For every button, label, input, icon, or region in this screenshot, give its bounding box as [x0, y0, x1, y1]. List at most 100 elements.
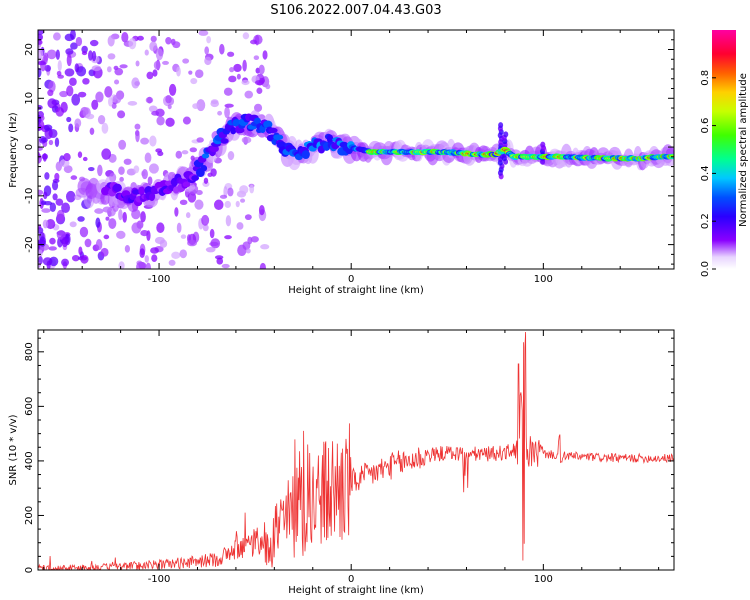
spectrogram-speckle	[219, 43, 225, 55]
spectrogram-ridge	[263, 120, 273, 129]
spectrogram-speckle	[42, 219, 49, 229]
spectrogram-speckle	[194, 199, 204, 210]
spectrogram-speckle	[38, 104, 43, 111]
spectrogram-speckle	[42, 257, 53, 266]
spectrogram-speckle	[174, 207, 179, 217]
spectrogram-speckle	[103, 234, 110, 240]
spectrogram-speckle	[44, 64, 52, 72]
snr-series-line	[38, 331, 674, 570]
spectrogram-ridge	[268, 127, 278, 134]
colorbar-tick-label: 0.8	[700, 70, 711, 86]
spectrogram-speckle	[159, 239, 168, 248]
spectrogram-speckle	[78, 246, 83, 256]
spectrogram-speckle	[157, 151, 164, 157]
spectrogram-speckle	[135, 130, 140, 143]
spectrogram-speckle	[82, 77, 90, 85]
spectrogram-speckle	[128, 38, 137, 50]
spectrogram-speckle	[201, 214, 210, 226]
spectrogram-speckle	[82, 156, 88, 162]
spectrogram-speckle	[151, 254, 158, 262]
spectrogram-speckle	[250, 236, 259, 243]
spectrogram-ridge	[230, 126, 237, 135]
spectrogram-speckle	[108, 96, 113, 107]
spectrogram-speckle	[112, 94, 122, 104]
spectrogram-speckle	[64, 68, 75, 77]
spectrogram-speckle	[140, 229, 149, 237]
spectrogram-speckle	[121, 31, 129, 43]
spectrogram-speckle	[145, 262, 152, 269]
snr-x-tick-label: 100	[534, 574, 553, 585]
spectrogram-speckle	[214, 255, 224, 260]
spectrogram-speckle	[107, 53, 116, 60]
snr-x-tick-label: -100	[148, 574, 171, 585]
spectrogram-speckle	[203, 177, 209, 184]
spectrogram-speckle	[250, 39, 258, 45]
spectrogram-speckle	[262, 50, 268, 60]
spectrogram-y-label: Frequency (Hz)	[8, 112, 19, 188]
snr-frame	[37, 329, 675, 571]
spectrogram-speckle	[61, 236, 68, 248]
spectrogram-speckle	[150, 35, 157, 43]
spectrogram-speckle	[233, 63, 242, 73]
spectrogram-speckle	[101, 148, 112, 160]
spectrogram-speckle	[118, 209, 123, 221]
spectrogram-speckle	[141, 169, 148, 180]
spectrogram-speckle	[88, 50, 93, 61]
spectrogram-speckle	[210, 100, 219, 108]
spectrogram-speckle	[46, 49, 57, 60]
spectrogram-ridge	[112, 183, 122, 192]
spectrogram-speckle	[39, 236, 47, 247]
spectrogram-speckle	[229, 67, 235, 73]
spectrogram-speckle	[150, 247, 159, 254]
spectrogram-speckle	[144, 49, 149, 56]
spectrogram-speckle	[260, 244, 270, 250]
spectrogram-speckle	[43, 201, 53, 206]
spectrogram-speckle	[225, 215, 232, 227]
spectrogram-speckle	[108, 218, 117, 229]
spectrogram-speckle	[38, 249, 43, 257]
spectrogram-speckle	[187, 239, 197, 247]
spectrogram-speckle	[38, 261, 41, 269]
spectrogram-y-tick-label: 0	[24, 144, 35, 150]
spectrogram-speckle	[152, 69, 158, 77]
spectrogram-speckle	[187, 192, 197, 203]
spectrogram-speckle	[71, 93, 81, 106]
spectrogram-speckle	[43, 124, 53, 131]
spectrogram-speckle	[104, 86, 113, 98]
spectrogram-speckle	[210, 238, 221, 249]
spectrogram-speckle	[204, 46, 210, 55]
spectrogram-speckle	[65, 190, 76, 203]
spectrogram-ridge	[209, 145, 219, 153]
spectrogram-speckle	[256, 87, 263, 94]
spectrogram-speckle	[43, 191, 48, 200]
spectrogram-speckle	[207, 172, 213, 177]
spectrogram-y-tick-label: 10	[24, 92, 35, 105]
spectrogram-speckle	[227, 187, 234, 197]
spectrogram-speckle	[80, 254, 89, 264]
spectrogram-speckle	[100, 247, 109, 257]
spectrogram-speckle	[38, 33, 44, 41]
spectrogram-speckle	[188, 70, 193, 75]
spectrogram-speckle	[124, 245, 130, 253]
spectrogram-speckle	[127, 101, 138, 106]
spectrogram-speckle	[235, 200, 240, 208]
spectrogram-speckle	[175, 150, 183, 159]
spectrogram-speckle	[107, 35, 115, 47]
spectrogram-speckle	[84, 238, 92, 248]
spectrogram-speckle	[118, 166, 125, 175]
spectrogram-speckle	[179, 249, 187, 259]
spectrogram-speckle	[59, 90, 69, 98]
spectrogram-speckle	[254, 103, 263, 112]
spectrogram-speckle	[202, 224, 209, 232]
spectrogram-speckle	[192, 103, 200, 109]
spectrogram-x-tick-label: 100	[534, 274, 553, 285]
spectrogram-speckle	[53, 32, 61, 41]
colorbar-tick-label: 0.6	[700, 118, 711, 134]
spectrogram-speckle	[102, 206, 113, 213]
spectrogram-speckle	[153, 60, 161, 70]
spectrogram-speckle	[182, 58, 190, 64]
spectrogram-speckle	[155, 48, 164, 61]
spectrogram-speckle	[134, 123, 141, 130]
spectrogram-speckle	[241, 136, 252, 144]
spectrogram-speckle	[254, 79, 264, 86]
